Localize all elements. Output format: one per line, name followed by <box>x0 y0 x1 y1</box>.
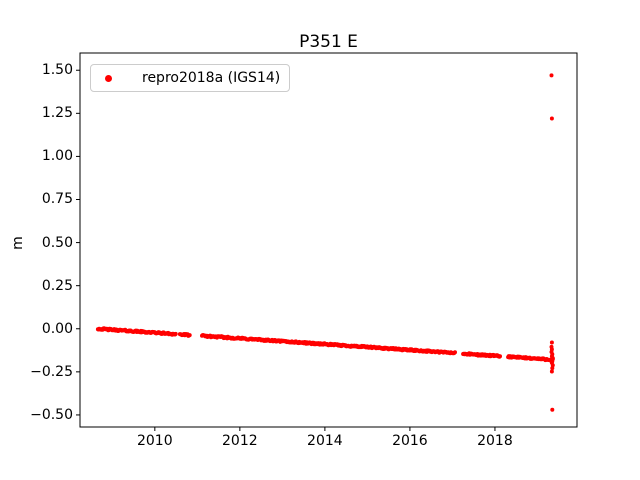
data-point <box>549 116 554 121</box>
y-tick-label: 1.00 <box>41 148 73 165</box>
y-tick-label: 0.50 <box>41 234 73 251</box>
y-tick-label: 0.00 <box>41 320 73 337</box>
y-tick-label: 0.25 <box>41 277 73 294</box>
legend-marker-icon <box>105 74 112 82</box>
data-point <box>498 354 502 359</box>
legend-label: repro2018a (IGS14) <box>142 70 281 86</box>
y-tick-label: 1.50 <box>41 62 73 79</box>
y-tick-label: −0.50 <box>30 406 73 423</box>
data-point <box>549 73 554 78</box>
y-tick-label: −0.25 <box>30 363 73 380</box>
x-tick-label: 2014 <box>307 433 343 449</box>
chart-title: P351 E <box>299 32 358 52</box>
data-point <box>173 331 178 336</box>
x-tick-label: 2018 <box>477 433 513 449</box>
data-point <box>549 369 554 374</box>
axes-frame <box>79 52 578 428</box>
legend: repro2018a (IGS14) <box>90 64 291 92</box>
data-point <box>550 366 555 371</box>
y-tick-label: 1.25 <box>41 105 73 122</box>
data-point <box>453 350 457 355</box>
data-point <box>549 340 554 345</box>
y-tick-label: 0.75 <box>41 191 73 208</box>
x-tick-label: 2010 <box>136 433 173 449</box>
x-tick-label: 2012 <box>222 433 258 449</box>
data-point <box>187 333 192 338</box>
x-tick-label: 2016 <box>392 433 428 449</box>
data-point <box>550 407 555 412</box>
